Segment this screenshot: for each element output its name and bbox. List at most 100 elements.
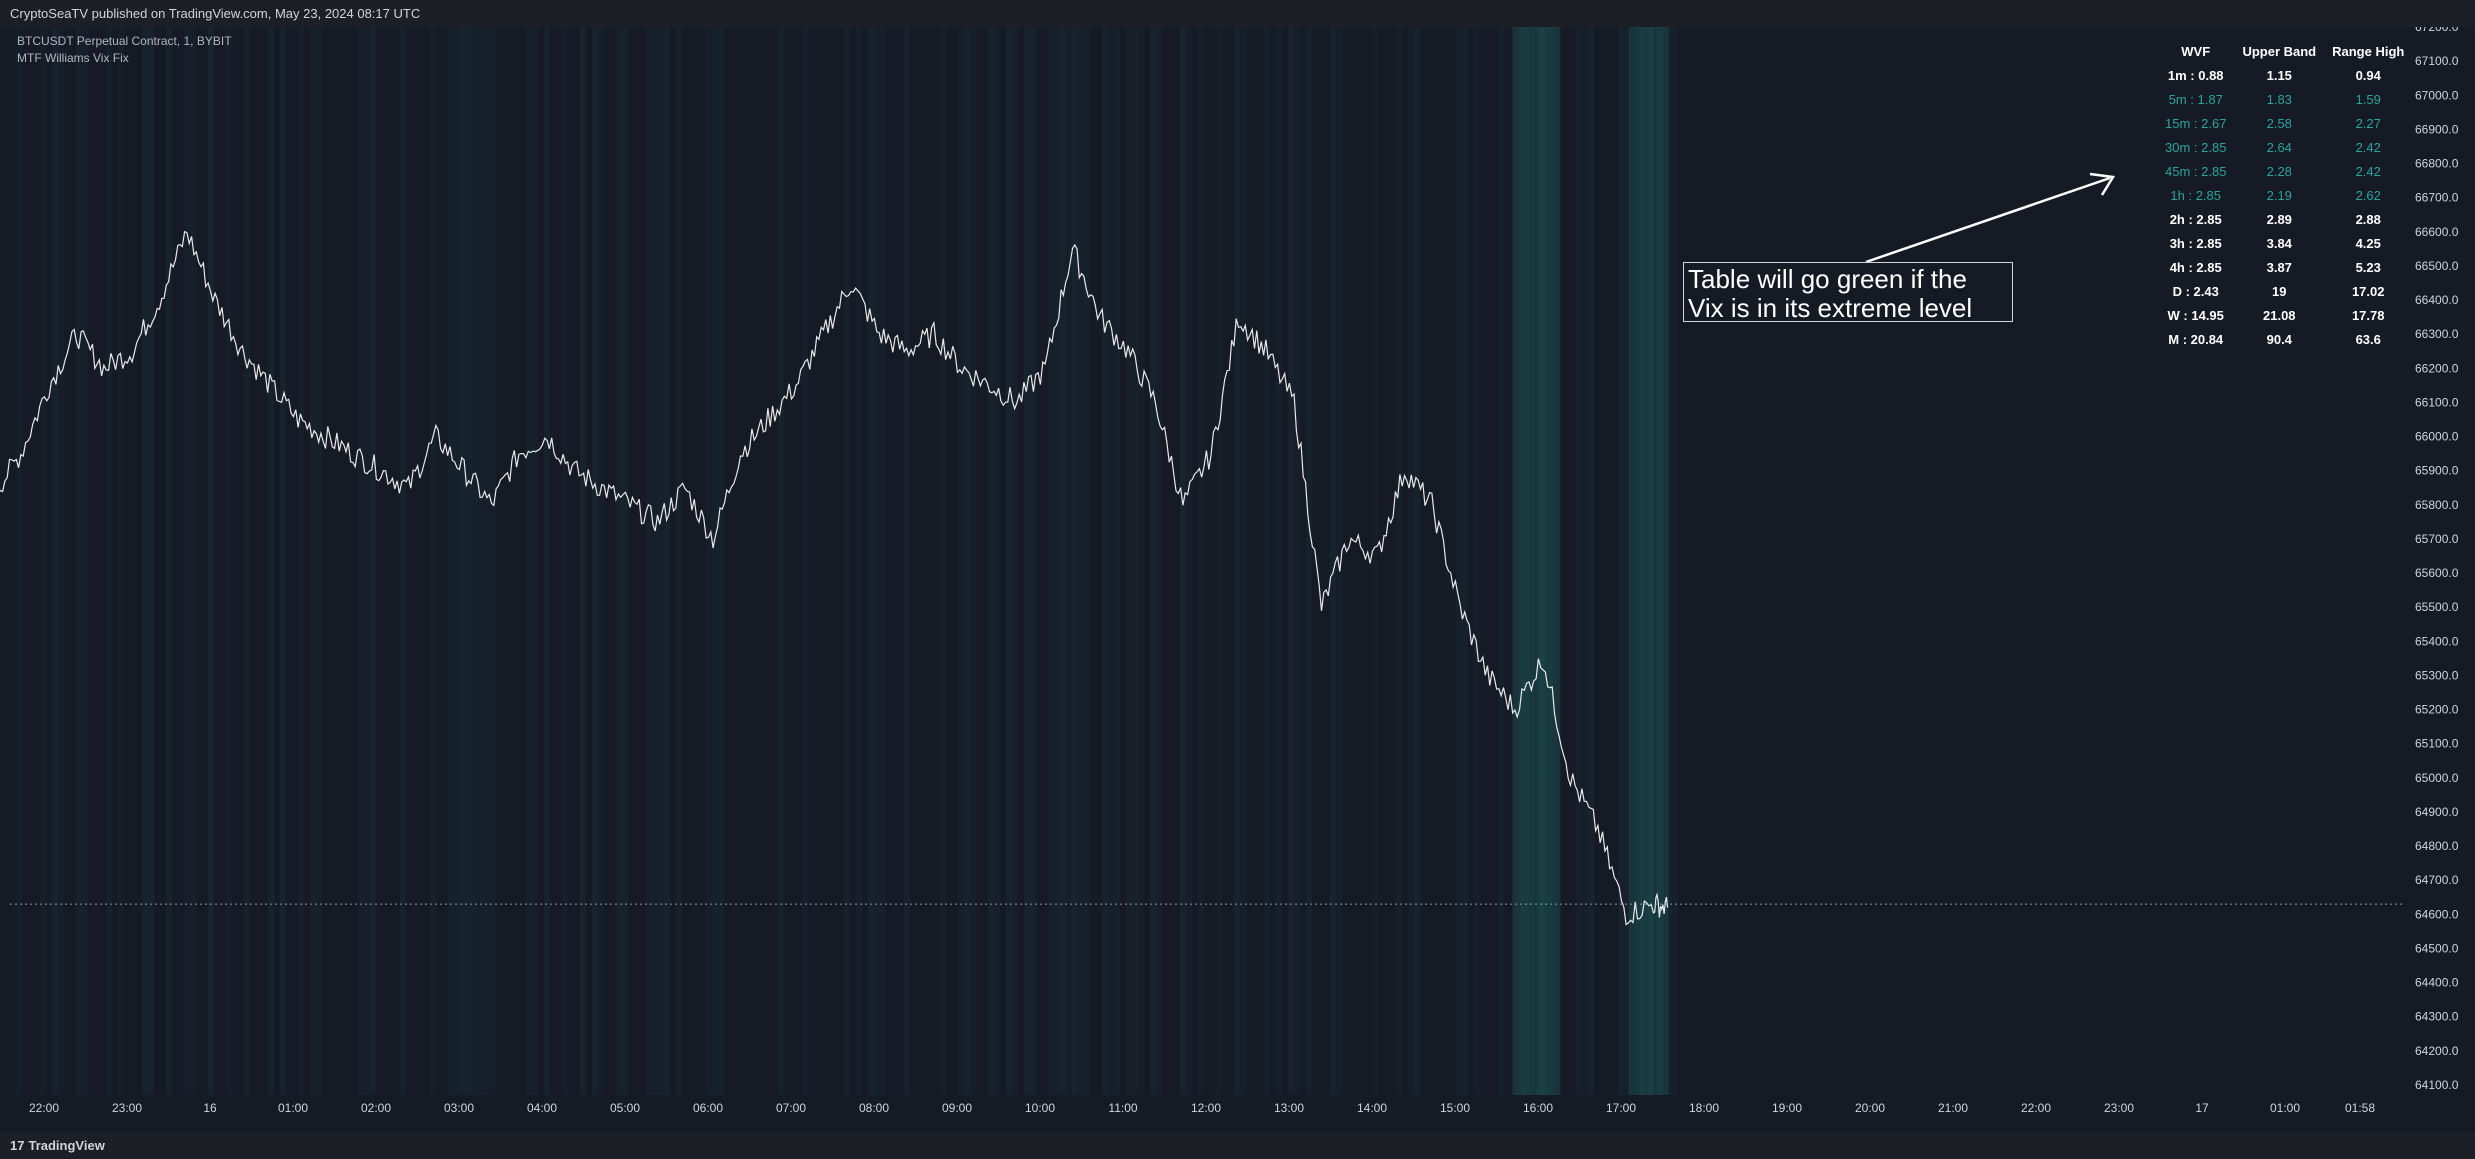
vix-header-wvf: WVF [2181,43,2211,59]
y-axis-tick-label: 65700.0 [2415,532,2459,546]
vix-cell-wvf: M : 20.84 [2168,331,2224,347]
vix-faint-band [880,27,886,1095]
x-axis-tick-label: 20:00 [1855,1101,1885,1115]
vix-faint-band [1108,27,1114,1095]
vix-faint-band [1066,27,1072,1095]
vix-faint-band [478,27,484,1095]
chart-panel[interactable]: 64100.0 64200.0 64300.0 64400.0 64500.0 64600… [0,27,2475,1132]
vix-faint-band [1576,27,1582,1095]
y-axis-tick-label: 64800.0 [2415,839,2459,853]
vix-faint-band [268,27,274,1095]
vix-extreme-band [1516,27,1521,1095]
vix-faint-band [1330,27,1336,1095]
vix-faint-band [676,27,682,1095]
y-axis-tick-label: 66500.0 [2415,259,2459,273]
x-axis-tick-label: 11:00 [1108,1101,1137,1115]
price-chart[interactable]: 64100.0 64200.0 64300.0 64400.0 64500.0 64600… [0,27,2475,1132]
vix-faint-band [1588,27,1594,1095]
vix-faint-band [958,27,964,1095]
y-axis-tick-label: 64200.0 [2415,1044,2459,1058]
x-axis-tick-label: 16 [203,1101,217,1115]
vix-extreme-band [1512,27,1517,1095]
y-axis-tick-label: 65100.0 [2415,737,2459,751]
vix-cell-upper: 2.28 [2266,163,2292,179]
vix-cell-upper: 1.83 [2266,91,2292,107]
price-series-line [0,230,1669,926]
x-axis-tick-label: 23:00 [2104,1101,2134,1115]
vix-faint-band [226,27,232,1095]
x-axis-tick-label: 09:00 [942,1101,972,1115]
y-axis-tick-label: 64600.0 [2415,907,2459,921]
vix-faint-band [466,27,472,1095]
annotation-box: Table will go green if the Vix is in its… [1683,262,2013,323]
tradingview-logo[interactable]: 17 TradingView [10,1132,105,1159]
vix-faint-band [484,27,490,1095]
x-axis-tick-label: 17 [2195,1101,2209,1115]
vix-faint-band [244,27,250,1095]
vix-cell-range: 63.6 [2355,331,2381,347]
vix-cell-range: 17.02 [2351,283,2385,299]
vix-cell-wvf: 1h : 2.85 [2170,187,2222,203]
vix-faint-band [1582,27,1588,1095]
vix-table-row: 1h : 2.85 2.19 2.62 [2157,183,2412,207]
vix-cell-upper: 2.89 [2266,211,2292,227]
vix-extreme-band [1628,27,1633,1095]
vix-faint-band [370,27,376,1095]
vix-extreme-band [1636,27,1641,1095]
vix-faint-band [1306,27,1312,1095]
vix-cell-range: 4.25 [2355,235,2381,251]
vix-faint-band [712,27,718,1095]
vix-faint-band [448,27,454,1095]
vix-extreme-band [1524,27,1529,1095]
vix-faint-band [664,27,670,1095]
vix-extreme-band [1520,27,1525,1095]
vix-faint-band [1180,27,1186,1095]
vix-faint-band [1288,27,1294,1095]
vix-table-row: 30m : 2.85 2.64 2.42 [2157,135,2412,159]
vix-table-row: 5m : 1.87 1.83 1.59 [2157,87,2412,111]
x-axis-tick-label: 14:00 [1357,1101,1387,1115]
vix-faint-band [1078,27,1084,1095]
vix-faint-band [1072,27,1078,1095]
vix-faint-band [1372,27,1378,1095]
vix-faint-band [1132,27,1138,1095]
vix-faint-band [454,27,460,1095]
annotation-line-1: Table will go green if the [1688,264,1967,294]
vix-faint-band [76,27,82,1095]
y-axis-tick-label: 66600.0 [2415,225,2459,239]
vix-faint-band [1528,27,1534,1095]
y-axis-tick-label: 66800.0 [2415,157,2459,171]
vix-faint-band [184,27,190,1095]
vix-faint-band [544,27,550,1095]
vix-faint-band [1234,27,1240,1095]
vix-faint-band [1522,27,1528,1095]
vix-table-row: M : 20.84 90.4 63.6 [2157,327,2412,351]
y-axis-tick-label: 65000.0 [2415,771,2459,785]
vix-faint-band [658,27,664,1095]
chart-legend: BTCUSDT Perpetual Contract, 1, BYBIT MTF… [17,33,232,67]
vix-extreme-band [1552,27,1557,1095]
vix-faint-band [1462,27,1468,1095]
y-axis-tick-label: 65400.0 [2415,634,2459,648]
vix-faint-band [1498,27,1504,1095]
y-axis-tick-label: 66300.0 [2415,327,2459,341]
vix-table-row: 1m : 0.88 1.15 0.94 [2157,63,2412,87]
vix-faint-band [994,27,1000,1095]
vix-faint-band [970,27,976,1095]
legend-symbol: BTCUSDT Perpetual Contract, 1, BYBIT [17,34,232,48]
publisher-line: CryptoSeaTV published on TradingView.com… [10,6,421,21]
vix-faint-band [718,27,724,1095]
vix-faint-band [802,27,808,1095]
x-axis-tick-label: 05:00 [610,1101,640,1115]
y-axis-tick-label: 67200.0 [2415,27,2459,34]
vix-cell-wvf: 45m : 2.85 [2165,163,2227,179]
x-axis-tick-label: 17:00 [1606,1101,1636,1115]
x-axis-tick-label: 18:00 [1689,1101,1719,1115]
vix-faint-band [1060,27,1066,1095]
vix-faint-band [148,27,154,1095]
vix-faint-band [1126,27,1132,1095]
legend-indicator: MTF Williams Vix Fix [17,51,129,65]
x-axis-tick-label: 13:00 [1274,1101,1304,1115]
vix-cell-range: 2.62 [2355,187,2381,203]
vix-faint-band [844,27,850,1095]
